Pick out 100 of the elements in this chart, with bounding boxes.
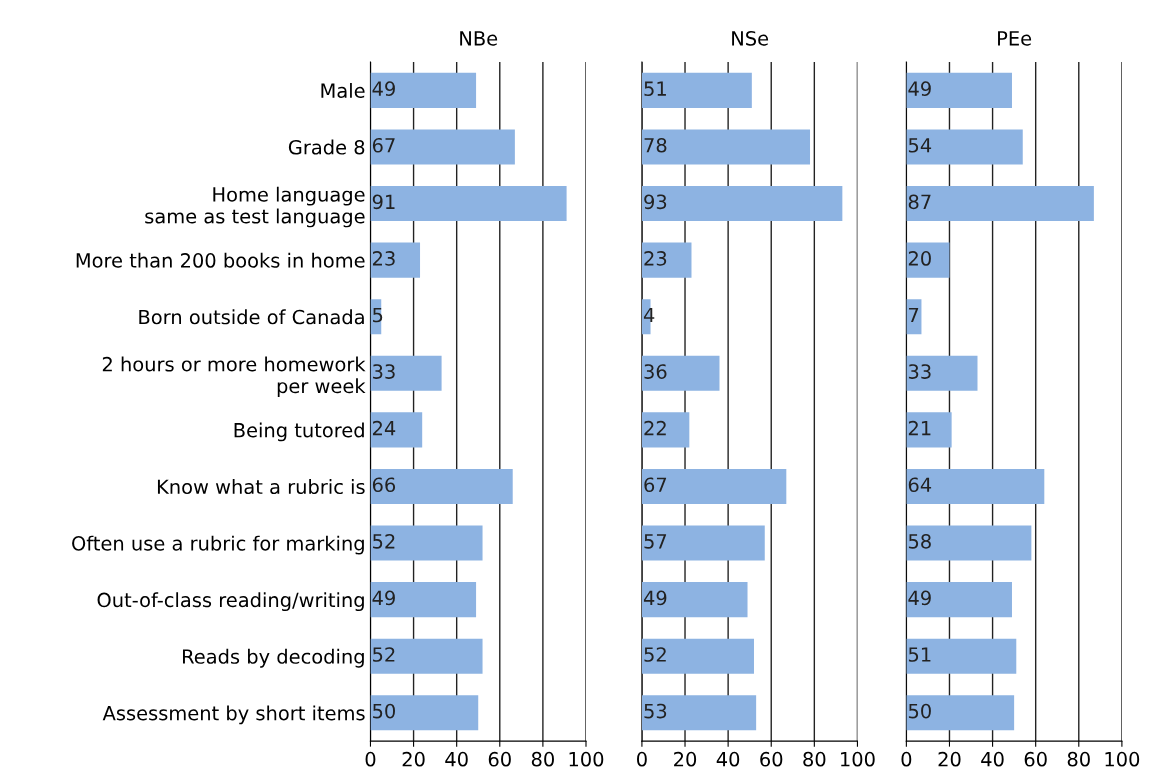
data-label: 93 bbox=[644, 194, 667, 210]
bar bbox=[906, 72, 1012, 108]
data-label: 33 bbox=[908, 364, 931, 379]
x-tick-label: 100 bbox=[1105, 751, 1140, 767]
chart-title: PEe bbox=[998, 31, 1032, 46]
data-label: 49 bbox=[372, 81, 395, 97]
data-label: 33 bbox=[373, 364, 395, 379]
x-tick-label: 0 bbox=[901, 751, 912, 767]
chart-title: NBe bbox=[460, 31, 498, 46]
x-tick-label: 60 bbox=[760, 751, 783, 767]
data-label: 23 bbox=[644, 251, 667, 266]
bar bbox=[370, 242, 421, 278]
data-label: 57 bbox=[644, 534, 667, 549]
x-tick-label: 40 bbox=[716, 751, 740, 767]
bar bbox=[906, 468, 1045, 504]
bar bbox=[641, 638, 754, 674]
bar bbox=[641, 412, 690, 448]
data-label: 58 bbox=[908, 533, 931, 549]
bar bbox=[906, 412, 952, 448]
data-label: 7 bbox=[909, 307, 919, 323]
bar bbox=[641, 72, 752, 108]
data-label: 51 bbox=[644, 81, 666, 97]
data-label: 51 bbox=[908, 647, 931, 662]
data-label: 20 bbox=[908, 251, 931, 266]
data-label: 50 bbox=[373, 703, 395, 719]
chart-title: NSe bbox=[732, 30, 769, 46]
data-label: 78 bbox=[644, 137, 667, 153]
x-tick-label: 0 bbox=[365, 751, 376, 767]
data-label: 64 bbox=[908, 477, 932, 493]
x-tick-label: 100 bbox=[841, 751, 875, 767]
data-label: 50 bbox=[908, 703, 931, 719]
x-tick-label: 100 bbox=[569, 751, 604, 767]
bar bbox=[370, 695, 479, 731]
bar bbox=[370, 638, 483, 674]
bar bbox=[370, 525, 483, 561]
data-label: 54 bbox=[908, 138, 932, 153]
bar bbox=[906, 525, 1032, 561]
y-tick-label: Know what a rubric is bbox=[157, 479, 365, 495]
data-label: 21 bbox=[908, 420, 931, 436]
bar bbox=[641, 468, 787, 504]
data-label: 67 bbox=[372, 137, 395, 153]
x-tick-label: 40 bbox=[445, 751, 468, 767]
bar bbox=[641, 695, 757, 731]
data-label: 24 bbox=[372, 420, 396, 436]
bar bbox=[641, 242, 692, 278]
data-label: 49 bbox=[643, 590, 667, 606]
bar bbox=[641, 525, 765, 561]
data-label: 52 bbox=[373, 533, 395, 549]
y-tick-label: Born outside of Canada bbox=[139, 309, 364, 325]
bar bbox=[641, 582, 748, 618]
x-tick-label: 60 bbox=[1024, 751, 1047, 767]
y-tick-label: Assessment by short items bbox=[102, 705, 365, 725]
x-tick-label: 0 bbox=[637, 751, 647, 767]
x-tick-label: 80 bbox=[531, 751, 554, 767]
bar bbox=[906, 638, 1017, 674]
bar bbox=[906, 582, 1012, 618]
x-tick-label: 20 bbox=[938, 751, 961, 767]
bar bbox=[370, 468, 513, 504]
bar bbox=[370, 582, 477, 618]
bar bbox=[370, 72, 477, 108]
data-label: 66 bbox=[372, 477, 396, 493]
data-label: 49 bbox=[908, 590, 931, 606]
bar bbox=[370, 355, 442, 391]
data-label: 23 bbox=[372, 251, 395, 266]
bar bbox=[906, 242, 950, 278]
data-label: 52 bbox=[644, 647, 666, 662]
x-tick-label: 80 bbox=[1067, 751, 1090, 767]
x-tick-label: 20 bbox=[674, 751, 697, 767]
bar bbox=[641, 186, 843, 222]
x-tick-label: 60 bbox=[488, 751, 511, 767]
bar bbox=[641, 129, 811, 165]
y-tick-label: More than 200 books in home bbox=[76, 252, 365, 268]
y-tick-label: Grade 8 bbox=[288, 139, 365, 155]
data-label: 91 bbox=[372, 194, 395, 210]
data-label: 49 bbox=[372, 590, 395, 606]
data-label: 49 bbox=[908, 81, 931, 97]
data-label: 53 bbox=[644, 703, 667, 719]
data-label: 22 bbox=[644, 420, 666, 436]
data-label: 67 bbox=[644, 477, 667, 493]
x-tick-label: 20 bbox=[402, 751, 425, 767]
x-tick-label: 40 bbox=[981, 751, 1004, 767]
y-tick-label: Often use a rubric for marking bbox=[72, 535, 364, 555]
y-tick-label: Home language same as test language bbox=[145, 186, 365, 228]
y-tick-label: Reads by decoding bbox=[183, 648, 364, 668]
y-tick-label: Out-of-class reading/writing bbox=[97, 592, 364, 612]
bar bbox=[906, 695, 1015, 731]
bar bbox=[906, 129, 1023, 165]
y-tick-label: Being tutored bbox=[234, 422, 364, 442]
x-tick-label: 80 bbox=[803, 751, 826, 767]
y-tick-label: Male bbox=[321, 82, 365, 99]
data-label: 52 bbox=[373, 647, 395, 662]
y-tick-label: 2 hours or more homework per week bbox=[102, 356, 366, 398]
bar bbox=[906, 355, 978, 391]
bar bbox=[370, 186, 567, 222]
data-label: 36 bbox=[644, 364, 667, 379]
data-label: 87 bbox=[908, 194, 931, 210]
bar bbox=[641, 355, 720, 391]
bar bbox=[906, 186, 1094, 222]
bar bbox=[370, 129, 515, 165]
bar bbox=[370, 412, 423, 448]
